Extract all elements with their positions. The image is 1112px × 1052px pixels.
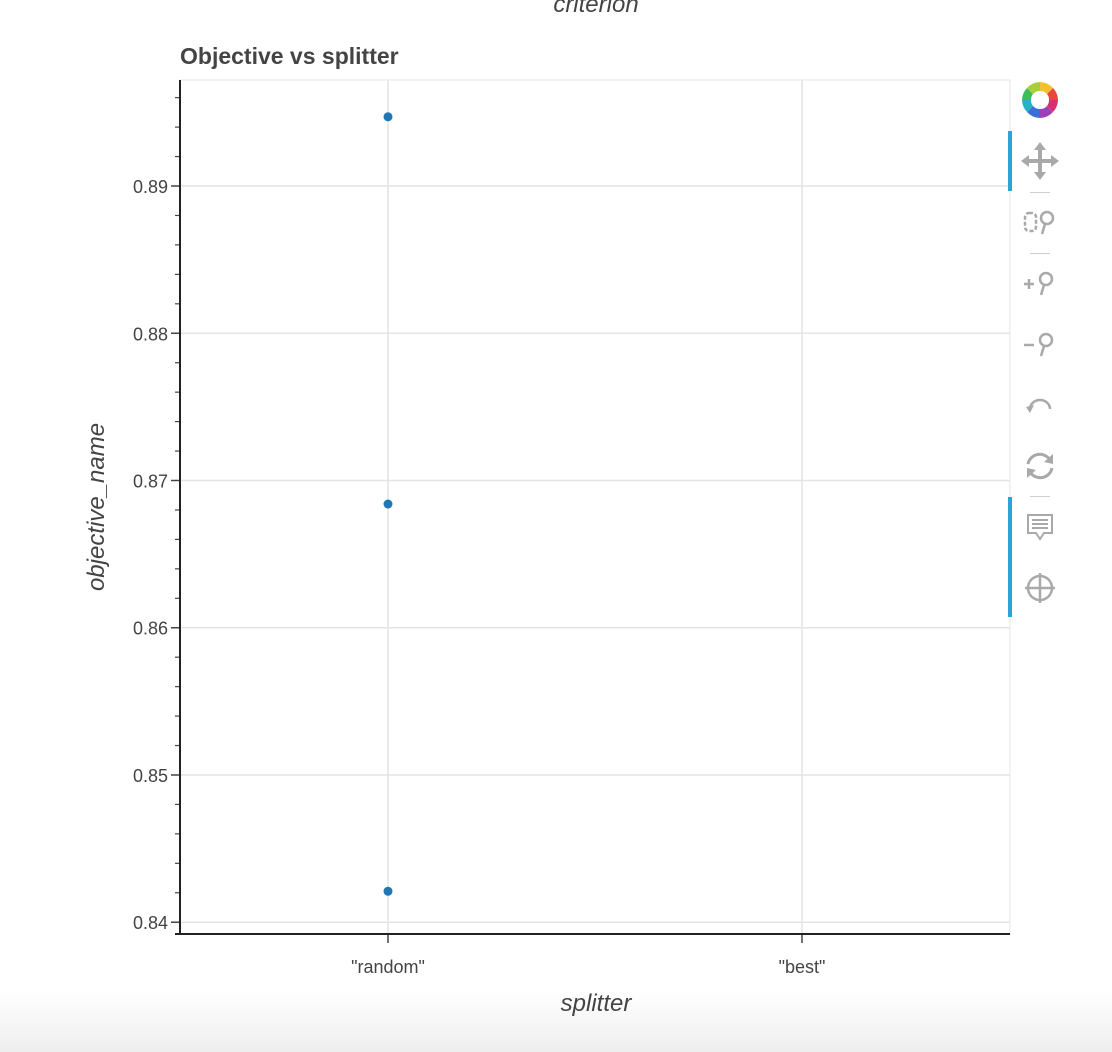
active-rail-inspectors	[1008, 497, 1012, 617]
hover-icon[interactable]	[1018, 505, 1062, 549]
bokeh-logo-icon[interactable]	[1018, 78, 1062, 122]
grid-lines	[180, 80, 1010, 934]
zoom-out-icon[interactable]	[1018, 322, 1062, 366]
y-tick-label: 0.85	[133, 766, 168, 786]
x-tick-label: "best"	[779, 957, 826, 977]
plot-toolbar	[1008, 78, 1070, 638]
y-axis-label: objective_name	[83, 423, 110, 591]
chart-title: Objective vs splitter	[180, 43, 399, 69]
y-tick-label: 0.87	[133, 471, 168, 491]
toolbar-separator	[1030, 192, 1050, 193]
crosshair-icon[interactable]	[1018, 566, 1062, 610]
y-tick-label: 0.89	[133, 177, 168, 197]
x-axis: "random" "best"	[175, 933, 1010, 977]
box-zoom-icon[interactable]	[1018, 200, 1062, 244]
x-tick-label: "random"	[351, 957, 425, 977]
y-tick-label: 0.88	[133, 324, 168, 344]
plot-frame	[179, 79, 1011, 935]
reset-icon[interactable]	[1018, 444, 1062, 488]
page-bottom-fade	[0, 990, 1112, 1052]
toolbar-separator	[1030, 496, 1050, 497]
y-tick-label: 0.84	[133, 913, 168, 933]
toolbar-separator	[1030, 253, 1050, 254]
pan-icon[interactable]	[1018, 139, 1062, 183]
data-point	[383, 499, 393, 509]
zoom-in-icon[interactable]	[1018, 261, 1062, 305]
active-rail-gestures	[1008, 131, 1012, 191]
undo-icon[interactable]	[1018, 383, 1062, 427]
data-point	[383, 886, 393, 896]
y-axis: 0.84 0.85 0.86 0.87 0.88 0.89	[133, 80, 181, 934]
top-label: criterion	[553, 0, 638, 18]
x-axis-label: splitter	[561, 990, 633, 1017]
y-tick-label: 0.86	[133, 619, 168, 639]
scatter-points	[383, 112, 393, 896]
data-point	[383, 112, 393, 122]
